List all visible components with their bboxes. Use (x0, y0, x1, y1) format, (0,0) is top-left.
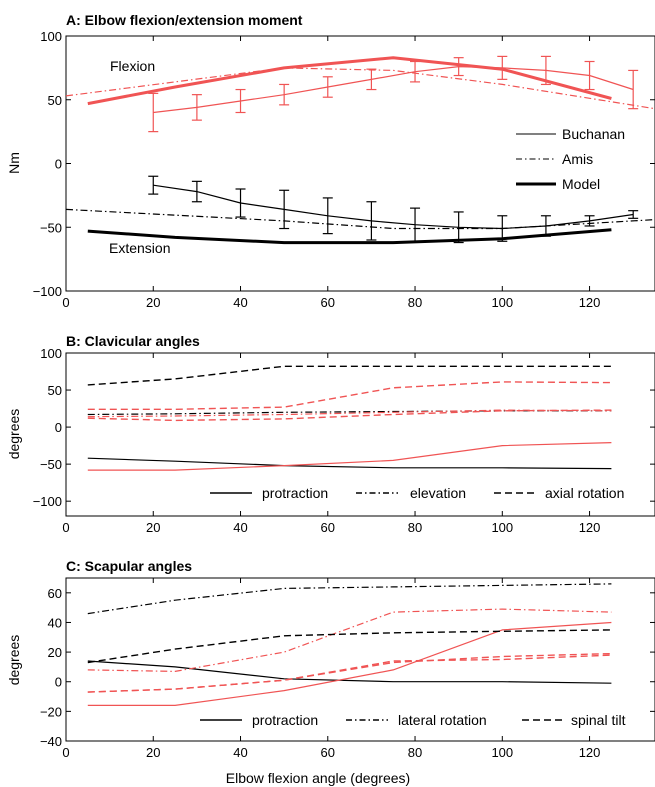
flexion-label: Flexion (110, 58, 155, 74)
legend-c-lateral-rotation: lateral rotation (398, 712, 487, 728)
panel-c-ytick-label: −20 (40, 704, 62, 719)
panel-a-xtick-label: 0 (62, 295, 69, 310)
legend-b-axial-rotation: axial rotation (545, 485, 624, 501)
legend-c-spinal-tilt: spinal tilt (571, 712, 626, 728)
panel-c-legend: protraction lateral rotation spinal tilt (200, 712, 626, 728)
panel-c-xtick-label: 40 (233, 745, 247, 760)
panel-a-ytick-label: −50 (40, 220, 62, 235)
panel-a-xtick-label: 20 (146, 295, 160, 310)
panel-c-ytick-label: 20 (48, 645, 62, 660)
panel-b-xtick-label: 100 (491, 520, 513, 535)
legend-model: Model (562, 176, 600, 192)
panel-c-ytick-label: −40 (40, 734, 62, 749)
panel-a-series-line-2 (87, 56, 612, 106)
panel-a-xtick-label: 80 (408, 295, 422, 310)
panel-b-series-line-2 (87, 410, 612, 416)
panel-c-xtick-label: 80 (408, 745, 422, 760)
panel-b-ylabel: degrees (6, 409, 22, 460)
panel-b-ytick-label: 0 (55, 420, 62, 435)
panel-a-ytick-label: 0 (55, 157, 62, 172)
panel-a-series-line-1 (65, 67, 655, 110)
panel-b-series-line-0 (87, 457, 612, 470)
panel-c-series-line-4 (87, 629, 612, 664)
legend-amis: Amis (562, 151, 593, 167)
panel-c-xtick-label: 100 (491, 745, 513, 760)
panel-c-series-line-3 (87, 608, 612, 673)
panel-b-series-line-4 (87, 365, 612, 386)
panel-c-series-line-0 (87, 660, 612, 684)
panel-b-ytick-label: −100 (33, 494, 62, 509)
panel-b: B: Clavicular angles degrees protraction… (6, 333, 655, 517)
panel-a: A: Elbow flexion/extension moment Nm Fle… (6, 12, 655, 292)
panel-b-title: B: Clavicular angles (66, 333, 200, 349)
panel-b-xtick-label: 20 (146, 520, 160, 535)
panel-a-xtick-label: 100 (491, 295, 513, 310)
legend-b-elevation: elevation (410, 485, 466, 501)
panel-b-legend: protraction elevation axial rotation (210, 485, 624, 501)
panel-a-series-line-4 (65, 208, 655, 230)
panel-a-xtick-label: 40 (233, 295, 247, 310)
panel-a-ytick-label: 50 (48, 93, 62, 108)
panel-a-title: A: Elbow flexion/extension moment (66, 12, 303, 28)
panel-b-series-line-6 (87, 409, 612, 422)
panel-a-ytick-label: −100 (33, 284, 62, 299)
panel-c-xtick-label: 60 (321, 745, 335, 760)
panel-a-series-line-5 (87, 228, 612, 245)
panel-c-xtick-label: 20 (146, 745, 160, 760)
panel-a-series-line-0 (153, 65, 634, 114)
panel-b-series-line-5 (87, 381, 612, 410)
legend-c-protraction: protraction (252, 712, 318, 728)
panel-b-xtick-label: 40 (233, 520, 247, 535)
panel-c-xtick-label: 120 (579, 745, 601, 760)
panel-c-series-line-6 (87, 654, 612, 693)
panel-b-series-line-1 (87, 442, 612, 471)
panel-c-axes-box (65, 577, 655, 742)
panel-c-series-line-2 (87, 583, 612, 615)
legend-b-protraction: protraction (262, 485, 328, 501)
panel-c-xtick-label: 0 (62, 745, 69, 760)
extension-label: Extension (109, 240, 170, 256)
panel-a-xtick-label: 60 (321, 295, 335, 310)
panel-c-ytick-label: 0 (55, 675, 62, 690)
panel-b-xtick-label: 120 (579, 520, 601, 535)
panel-a-ytick-label: 100 (40, 29, 62, 44)
x-axis-label: Elbow flexion angle (degrees) (226, 770, 410, 786)
panel-b-ytick-label: −50 (40, 457, 62, 472)
panel-c-title: C: Scapular angles (66, 558, 192, 574)
panel-a-xtick-label: 120 (579, 295, 601, 310)
panel-c: C: Scapular angles degrees protraction l… (6, 558, 655, 786)
panel-b-ytick-label: 50 (48, 383, 62, 398)
panel-a-ylabel: Nm (6, 152, 22, 174)
panel-c-ylabel: degrees (6, 635, 22, 686)
panel-b-xtick-label: 80 (408, 520, 422, 535)
panel-c-ytick-label: 60 (48, 586, 62, 601)
panel-c-series-line-1 (87, 621, 612, 707)
panel-c-ytick-label: 40 (48, 615, 62, 630)
panel-a-legend: Buchanan Amis Model (516, 126, 625, 192)
panel-b-series-line-3 (87, 409, 612, 418)
legend-buchanan: Buchanan (562, 126, 625, 142)
panel-a-series-line-3 (153, 184, 634, 230)
panel-b-xtick-label: 0 (62, 520, 69, 535)
panel-b-ytick-label: 100 (40, 346, 62, 361)
panel-c-series-line-5 (87, 652, 612, 693)
panel-b-xtick-label: 60 (321, 520, 335, 535)
panel-b-axes-box (65, 352, 655, 517)
